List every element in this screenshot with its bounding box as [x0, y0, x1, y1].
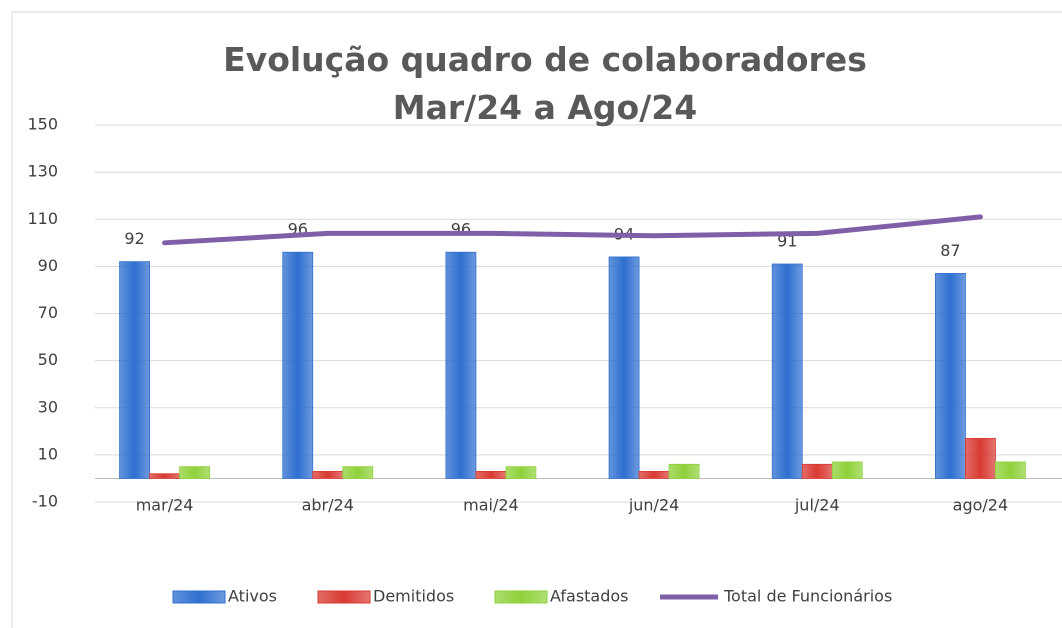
legend-label: Afastados — [550, 587, 629, 606]
legend-swatch — [172, 590, 226, 604]
bar — [282, 251, 314, 479]
x-tick-label: jul/24 — [794, 496, 840, 515]
x-tick-label: ago/24 — [953, 496, 1009, 515]
x-tick-label: abr/24 — [302, 496, 354, 515]
data-label: 92 — [124, 229, 144, 248]
legend-label: Total de Funcionários — [723, 587, 892, 606]
y-tick-label: 110 — [27, 209, 58, 228]
y-tick-label: 10 — [38, 444, 58, 463]
bar — [119, 261, 150, 479]
bar — [801, 463, 833, 479]
y-tick-label: 90 — [38, 256, 58, 275]
bar — [475, 470, 507, 479]
bar — [179, 466, 210, 479]
bar — [935, 273, 966, 479]
legend-label: Ativos — [228, 587, 277, 606]
y-tick-label: 150 — [27, 115, 58, 134]
legend-swatch — [317, 590, 371, 604]
y-tick-label: 130 — [27, 162, 58, 181]
x-tick-label: mar/24 — [136, 496, 194, 515]
legend-label: Demitidos — [373, 587, 454, 606]
y-tick-label: 30 — [38, 397, 58, 416]
bar — [445, 251, 477, 479]
bar — [312, 470, 344, 479]
legend-swatch — [494, 590, 548, 604]
bar — [638, 470, 670, 479]
line — [162, 214, 983, 246]
y-tick-label: -10 — [32, 492, 58, 511]
x-tick-label: mai/24 — [463, 496, 519, 515]
bar — [965, 437, 996, 479]
chart-title: Evolução quadro de colaboradores Mar/24 … — [223, 40, 867, 127]
x-tick-label: jun/24 — [628, 496, 679, 515]
chart-frame — [11, 11, 1062, 628]
y-tick-label: 70 — [38, 303, 58, 322]
bar — [771, 263, 803, 479]
bar — [342, 466, 374, 479]
bar — [995, 461, 1026, 479]
bar — [608, 256, 640, 479]
bar — [505, 466, 537, 479]
bar — [831, 461, 863, 479]
bar — [149, 473, 180, 479]
data-label: 87 — [940, 241, 960, 260]
y-tick-label: 50 — [38, 350, 58, 369]
bar — [668, 463, 700, 479]
